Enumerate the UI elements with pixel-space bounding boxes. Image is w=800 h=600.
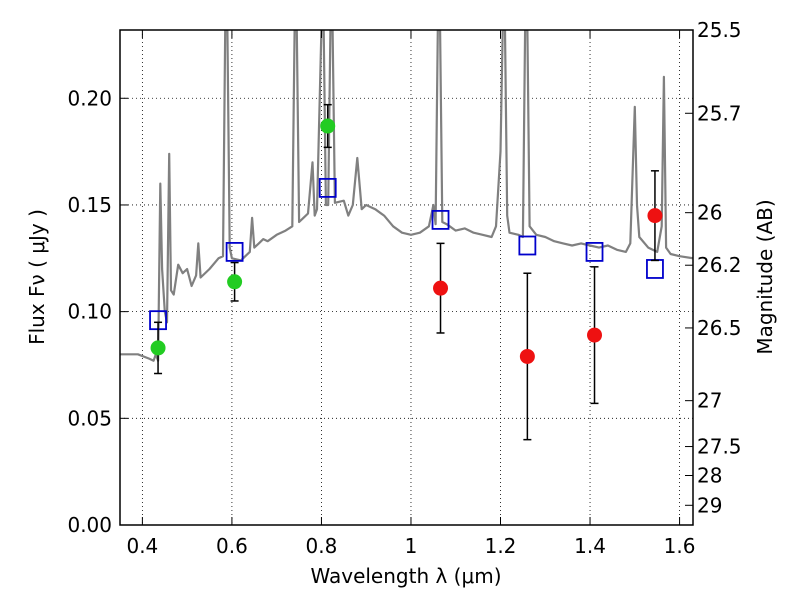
plot-area bbox=[120, 30, 693, 525]
right-tick-label: 29 bbox=[697, 493, 722, 517]
y-tick-label: 0.20 bbox=[67, 86, 112, 110]
y-tick-label: 0.15 bbox=[67, 193, 112, 217]
x-tick-label: 0.6 bbox=[216, 534, 248, 558]
x-tick-label: 1.2 bbox=[485, 534, 517, 558]
model-flux-square bbox=[518, 235, 537, 256]
right-axis-label: Magnitude (AB) bbox=[753, 199, 777, 354]
x-tick-label: 1.6 bbox=[664, 534, 696, 558]
x-tick-label: 1 bbox=[405, 534, 418, 558]
right-tick-label: 26 bbox=[697, 201, 722, 225]
grid-layer bbox=[120, 30, 693, 525]
data-layer bbox=[120, 30, 693, 441]
y-axis-label: Flux Fν ( μJy ) bbox=[25, 209, 49, 345]
right-tick-label: 27 bbox=[697, 389, 722, 413]
flux-point bbox=[320, 118, 336, 134]
model-flux-square bbox=[431, 209, 450, 230]
flux-point bbox=[587, 327, 603, 343]
model-flux-square bbox=[585, 241, 604, 262]
model-flux-square bbox=[318, 177, 337, 198]
right-tick-label: 25.5 bbox=[697, 18, 742, 42]
right-tick-label: 28 bbox=[697, 464, 722, 488]
y-tick-label: 0.05 bbox=[67, 406, 112, 430]
flux-point bbox=[227, 274, 243, 290]
model-spectrum-line bbox=[120, 30, 693, 362]
x-axis-label: Wavelength λ (μm) bbox=[310, 564, 501, 588]
y-tick-label: 0.10 bbox=[67, 300, 112, 324]
right-tick-label: 25.7 bbox=[697, 101, 742, 125]
right-tick-label: 27.5 bbox=[697, 435, 742, 459]
right-tick-label: 26.5 bbox=[697, 316, 742, 340]
tick-layer: 0.4 0.6 0.8 1 1.2 1.4 1.6 0.00 0.05 0.10 0.15 0.20 2… bbox=[67, 18, 741, 558]
x-tick-label: 0.4 bbox=[126, 534, 158, 558]
flux-point bbox=[150, 340, 166, 356]
y-tick-label: 0.00 bbox=[67, 513, 112, 537]
x-tick-label: 0.8 bbox=[306, 534, 338, 558]
x-tick-label: 1.4 bbox=[574, 534, 606, 558]
flux-point bbox=[433, 280, 449, 296]
flux-point bbox=[647, 208, 663, 224]
model-flux-square bbox=[225, 241, 244, 262]
right-tick-label: 26.2 bbox=[697, 253, 742, 277]
flux-point bbox=[519, 348, 535, 364]
plot-frame bbox=[119, 29, 694, 526]
